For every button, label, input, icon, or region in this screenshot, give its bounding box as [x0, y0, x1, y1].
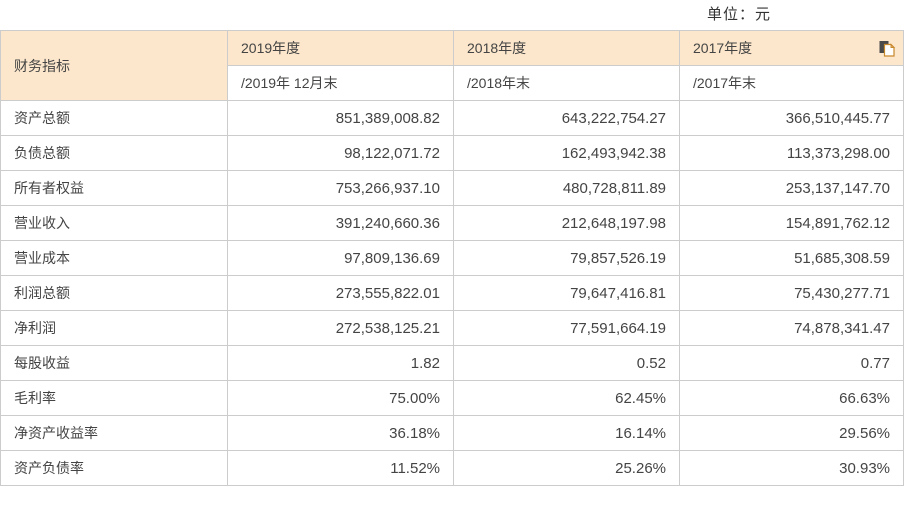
row-label: 营业收入	[0, 205, 228, 241]
cell-2017: 0.77	[679, 345, 904, 381]
cell-2019: 272,538,125.21	[227, 310, 454, 346]
cell-2018: 480,728,811.89	[453, 170, 680, 206]
header-row-period-end: /2019年 12月末 /2018年末 /2017年末	[1, 65, 904, 101]
table-row: 利润总额 273,555,822.01 79,647,416.81 75,430…	[0, 275, 904, 311]
table-row: 负债总额 98,122,071.72 162,493,942.38 113,37…	[0, 135, 904, 171]
cell-2017: 75,430,277.71	[679, 275, 904, 311]
row-label: 净利润	[0, 310, 228, 346]
cell-2019: 75.00%	[227, 380, 454, 416]
cell-2019: 98,122,071.72	[227, 135, 454, 171]
cell-2018: 643,222,754.27	[453, 100, 680, 136]
row-label: 负债总额	[0, 135, 228, 171]
table-row: 净资产收益率 36.18% 16.14% 29.56%	[0, 415, 904, 451]
cell-2017: 74,878,341.47	[679, 310, 904, 346]
cell-2017: 366,510,445.77	[679, 100, 904, 136]
cell-2019: 36.18%	[227, 415, 454, 451]
row-label: 资产负债率	[0, 450, 228, 486]
copy-icon[interactable]	[878, 40, 896, 58]
row-label: 毛利率	[0, 380, 228, 416]
row-label: 利润总额	[0, 275, 228, 311]
row-label: 所有者权益	[0, 170, 228, 206]
col-header-2017: 2017年度	[679, 30, 904, 66]
col-subheader-2019: /2019年 12月末	[227, 65, 454, 101]
cell-2017: 253,137,147.70	[679, 170, 904, 206]
cell-2017: 66.63%	[679, 380, 904, 416]
col-subheader-2017: /2017年末	[679, 65, 904, 101]
cell-2018: 79,647,416.81	[453, 275, 680, 311]
row-label: 营业成本	[0, 240, 228, 276]
financial-indicators-table: 财务指标 2019年度 2018年度 2017年度 /2019年 12月末	[0, 30, 904, 486]
table-row: 毛利率 75.00% 62.45% 66.63%	[0, 380, 904, 416]
cell-2019: 391,240,660.36	[227, 205, 454, 241]
cell-2018: 162,493,942.38	[453, 135, 680, 171]
cell-2018: 25.26%	[453, 450, 680, 486]
cell-2018: 0.52	[453, 345, 680, 381]
cell-2018: 16.14%	[453, 415, 680, 451]
col-header-2018: 2018年度	[453, 30, 680, 66]
col-subheader-2018: /2018年末	[453, 65, 680, 101]
cell-2017: 51,685,308.59	[679, 240, 904, 276]
cell-2019: 753,266,937.10	[227, 170, 454, 206]
cell-2018: 62.45%	[453, 380, 680, 416]
cell-2018: 79,857,526.19	[453, 240, 680, 276]
cell-2019: 851,389,008.82	[227, 100, 454, 136]
cell-2018: 77,591,664.19	[453, 310, 680, 346]
cell-2017: 113,373,298.00	[679, 135, 904, 171]
cell-2019: 97,809,136.69	[227, 240, 454, 276]
unit-label: 单位：元	[707, 6, 772, 23]
row-label: 每股收益	[0, 345, 228, 381]
table-row: 净利润 272,538,125.21 77,591,664.19 74,878,…	[0, 310, 904, 346]
table-row: 营业收入 391,240,660.36 212,648,197.98 154,8…	[0, 205, 904, 241]
cell-2017: 154,891,762.12	[679, 205, 904, 241]
table-row: 所有者权益 753,266,937.10 480,728,811.89 253,…	[0, 170, 904, 206]
row-label: 净资产收益率	[0, 415, 228, 451]
indicator-column-header: 财务指标	[0, 30, 228, 101]
cell-2019: 273,555,822.01	[227, 275, 454, 311]
cell-2017: 29.56%	[679, 415, 904, 451]
table-row: 营业成本 97,809,136.69 79,857,526.19 51,685,…	[0, 240, 904, 276]
cell-2019: 1.82	[227, 345, 454, 381]
table-row: 资产负债率 11.52% 25.26% 30.93%	[0, 450, 904, 486]
cell-2019: 11.52%	[227, 450, 454, 486]
header-row-period: 财务指标 2019年度 2018年度 2017年度	[0, 30, 904, 101]
col-header-2017-label: 2017年度	[693, 40, 753, 56]
cell-2017: 30.93%	[679, 450, 904, 486]
row-label: 资产总额	[0, 100, 228, 136]
table-row: 每股收益 1.82 0.52 0.77	[0, 345, 904, 381]
cell-2018: 212,648,197.98	[453, 205, 680, 241]
col-header-2019: 2019年度	[227, 30, 454, 66]
table-row: 资产总额 851,389,008.82 643,222,754.27 366,5…	[0, 100, 904, 136]
